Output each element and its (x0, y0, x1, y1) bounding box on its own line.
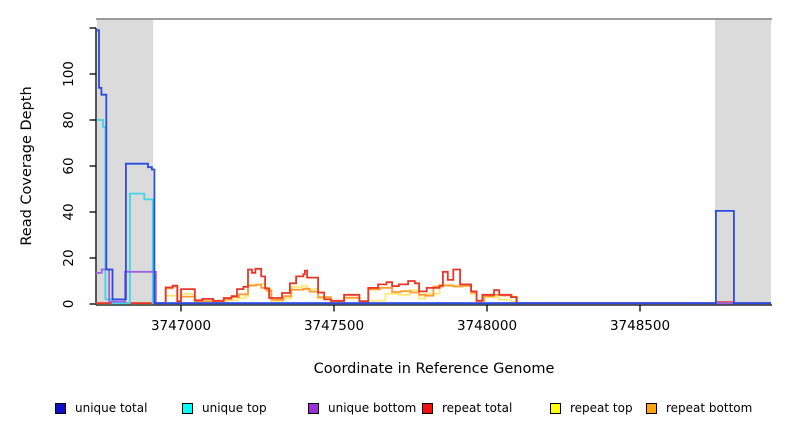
x-axis-title: Coordinate in Reference Genome (313, 361, 555, 377)
series-line-repeat-total (95, 267, 771, 304)
x-tick-label: 3748500 (610, 318, 670, 334)
legend-item-unique-bottom: unique bottom (308, 400, 416, 416)
legend-label: unique total (75, 401, 148, 415)
legend-label: repeat top (570, 401, 633, 415)
y-tick-label: 60 (61, 157, 77, 174)
repeat-region-highlight (715, 19, 771, 305)
legend-label: repeat total (442, 401, 513, 415)
legend-label: unique top (202, 401, 267, 415)
series-line-unique-top (96, 119, 771, 305)
series-line-unique-bottom (95, 268, 771, 305)
legend-swatch (55, 402, 66, 414)
y-tick-label: 0 (61, 300, 77, 309)
legend-item-repeat-top: repeat top (550, 400, 633, 416)
x-tick-label: 3748000 (457, 318, 517, 334)
legend-item-repeat-bottom: repeat bottom (646, 400, 752, 416)
legend-swatch (646, 402, 657, 414)
legend-label: repeat bottom (666, 401, 753, 415)
legend-swatch (422, 402, 433, 414)
legend-item-unique-total: unique total (55, 400, 147, 416)
y-axis-title: Read Coverage Depth (19, 86, 35, 246)
legend-swatch (182, 402, 193, 414)
series-line-unique-total (96, 29, 771, 304)
y-tick-label: 80 (61, 111, 77, 128)
x-tick-label: 3747000 (151, 318, 211, 334)
x-tick-label: 3747500 (304, 318, 364, 334)
legend-item-repeat-total: repeat total (422, 400, 512, 416)
legend-label: unique bottom (328, 401, 417, 415)
legend-item-unique-top: unique top (182, 400, 267, 416)
y-tick-label: 40 (61, 203, 77, 220)
legend-swatch (308, 402, 319, 414)
y-tick-label: 100 (61, 61, 77, 87)
legend-swatch (550, 402, 561, 414)
y-tick-label: 20 (61, 249, 77, 266)
legend: unique total unique top unique bottom repea… (0, 400, 792, 420)
